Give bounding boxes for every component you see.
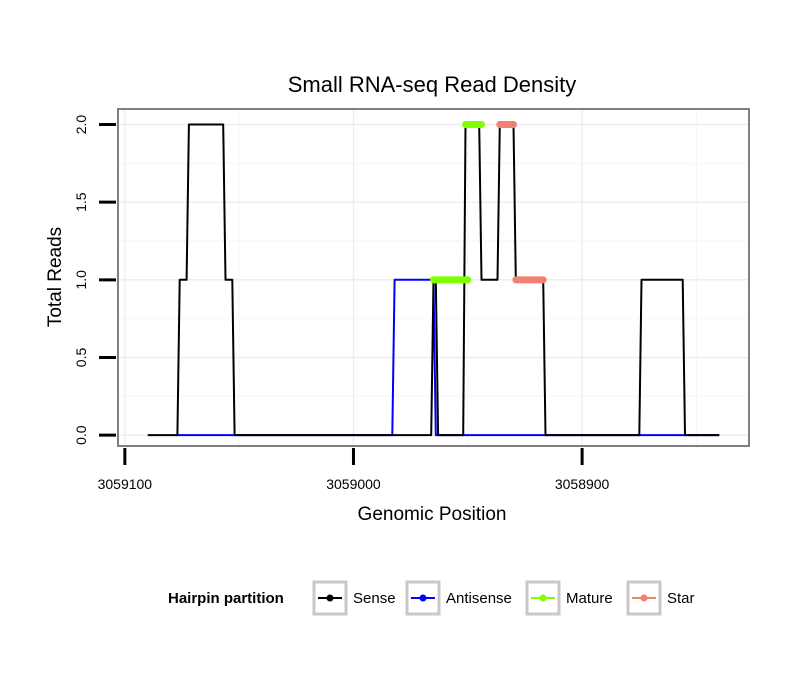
x-tick-label: 3059100 <box>98 476 153 492</box>
x-axis: 3059100 3059000 3058900 <box>98 448 610 492</box>
plot-border <box>117 108 750 447</box>
x-tick-label: 3059000 <box>326 476 381 492</box>
y-axis-title: Total Reads <box>45 227 66 327</box>
series-antisense-line <box>177 278 720 437</box>
y-tick-label: 1.5 <box>73 192 89 212</box>
x-tick-label: 3058900 <box>555 476 610 492</box>
y-tick-label: 2.0 <box>73 115 89 135</box>
legend-label: Sense <box>353 590 396 607</box>
series-layer <box>147 121 720 437</box>
legend-item-antisense: Antisense <box>405 580 512 616</box>
legend-key-point <box>539 594 547 602</box>
legend-key-point <box>419 594 427 602</box>
legend-label: Star <box>667 590 695 607</box>
y-tick-label: 0.0 <box>73 425 89 445</box>
y-tick-label: 0.5 <box>73 348 89 368</box>
y-tick-label: 1.0 <box>73 270 89 290</box>
legend-title: Hairpin partition <box>168 590 284 607</box>
y-axis: 0.0 0.5 1.0 1.5 2.0 <box>73 115 116 445</box>
x-axis-title: Genomic Position <box>358 504 507 525</box>
legend-item-sense: Sense <box>312 580 396 616</box>
chart-title: Small RNA-seq Read Density <box>288 72 577 97</box>
legend-label: Mature <box>566 590 613 607</box>
legend: Hairpin partition Sense Antisense Mature St… <box>168 580 695 616</box>
legend-key-point <box>640 594 648 602</box>
legend-item-star: Star <box>626 580 695 616</box>
legend-key-point <box>326 594 334 602</box>
legend-item-mature: Mature <box>525 580 613 616</box>
legend-label: Antisense <box>446 590 512 607</box>
